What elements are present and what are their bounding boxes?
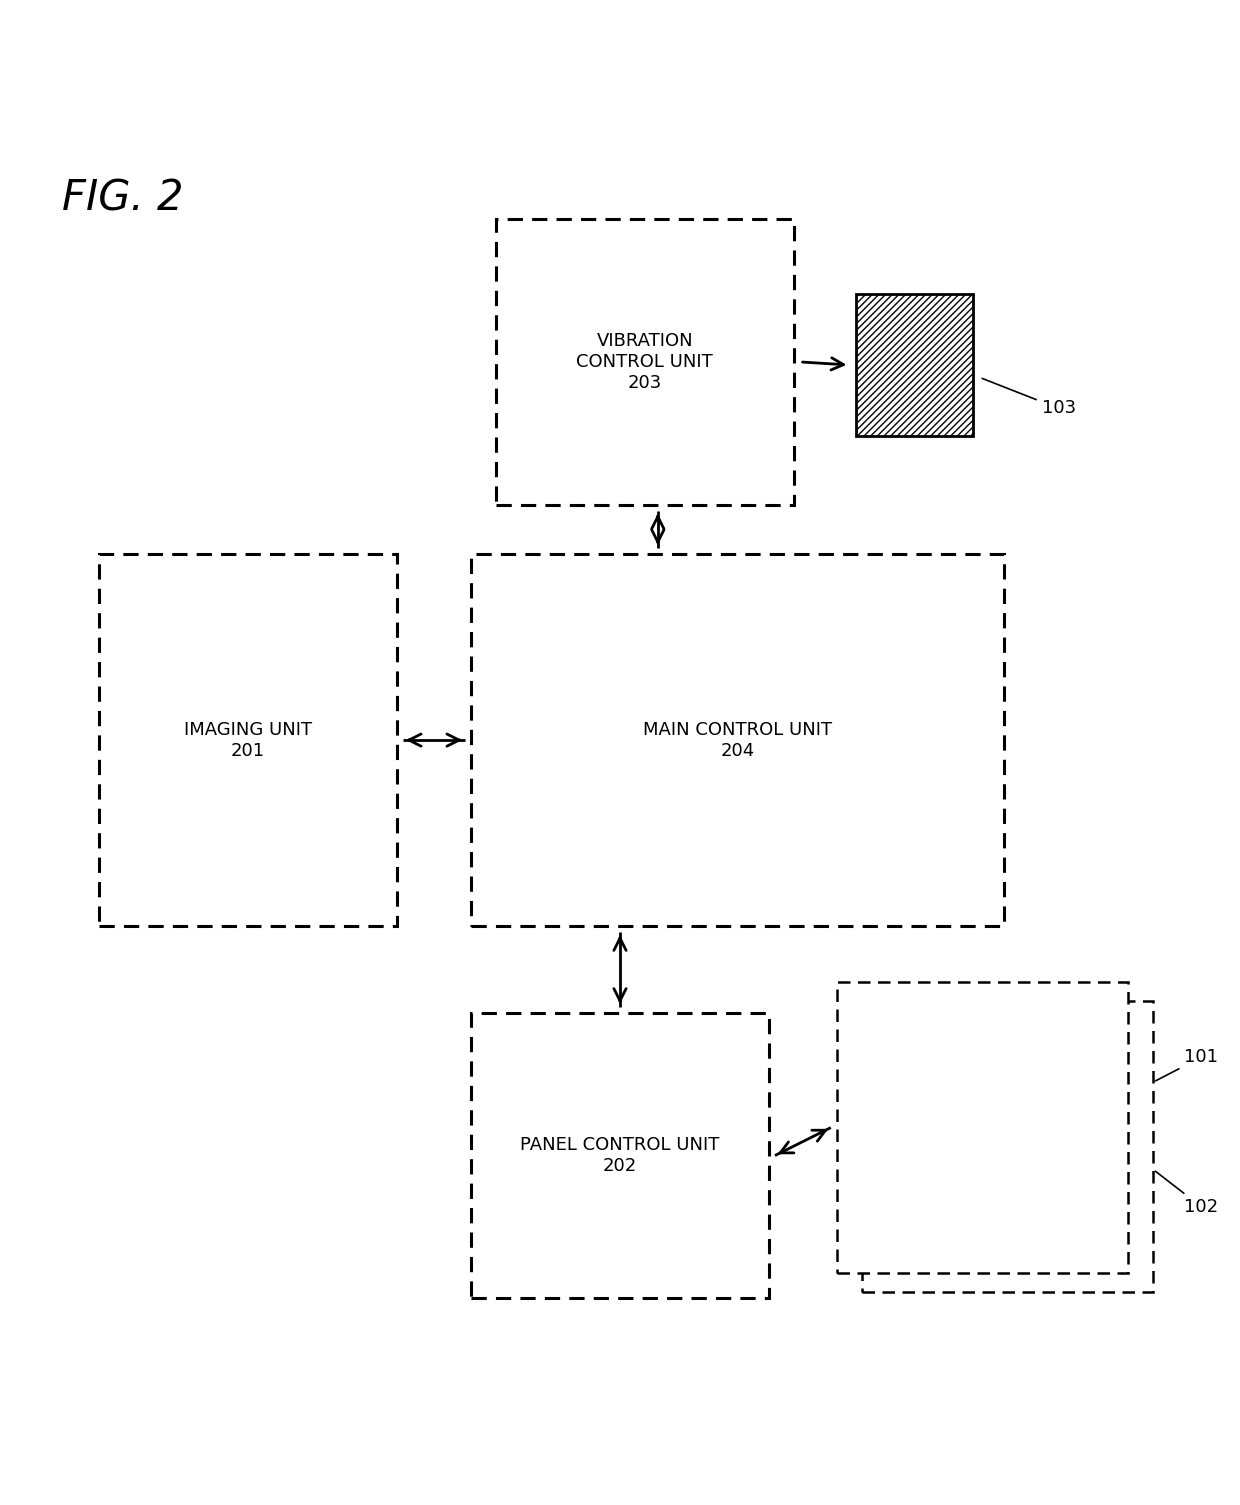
Text: IMAGING UNIT
201: IMAGING UNIT 201	[184, 721, 312, 760]
Text: 103: 103	[982, 378, 1076, 417]
FancyBboxPatch shape	[496, 220, 794, 504]
Text: 101: 101	[1156, 1049, 1218, 1081]
FancyBboxPatch shape	[471, 1013, 769, 1299]
Text: VIBRATION
CONTROL UNIT
203: VIBRATION CONTROL UNIT 203	[577, 333, 713, 391]
FancyBboxPatch shape	[99, 554, 397, 926]
Text: PANEL CONTROL UNIT
202: PANEL CONTROL UNIT 202	[521, 1136, 719, 1175]
FancyBboxPatch shape	[856, 293, 973, 436]
Text: MAIN CONTROL UNIT
204: MAIN CONTROL UNIT 204	[644, 721, 832, 760]
FancyBboxPatch shape	[862, 1001, 1153, 1291]
Text: FIG. 2: FIG. 2	[62, 178, 184, 220]
FancyBboxPatch shape	[471, 554, 1004, 926]
Text: 102: 102	[1156, 1171, 1219, 1216]
FancyBboxPatch shape	[837, 981, 1128, 1273]
